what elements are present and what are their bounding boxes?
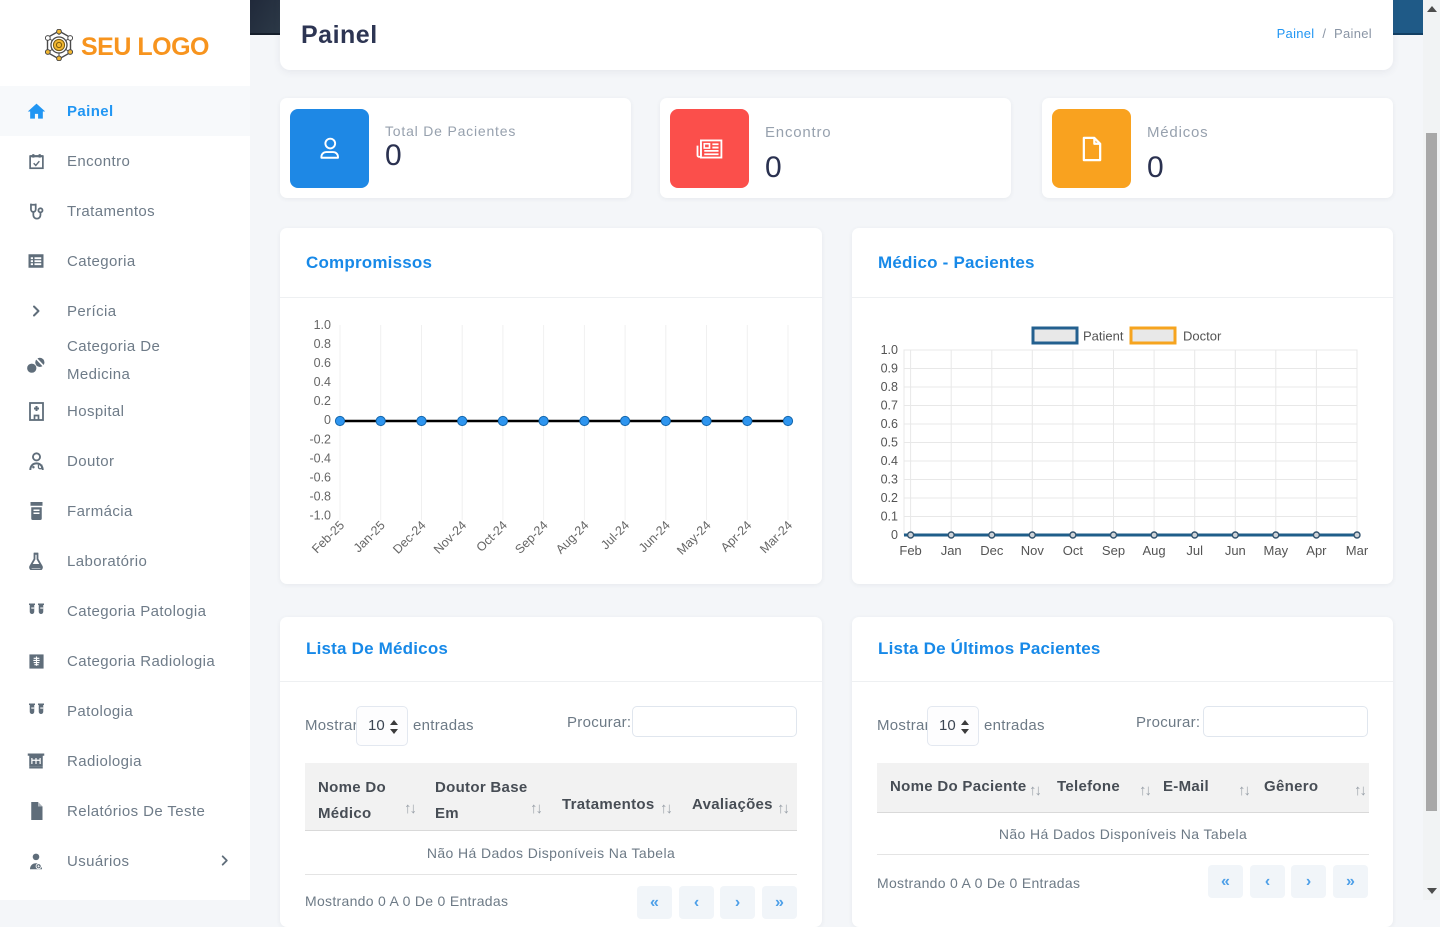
- svg-text:0: 0: [891, 528, 898, 542]
- svg-text:Mar-24: Mar-24: [757, 518, 795, 556]
- svg-text:Apr-24: Apr-24: [718, 518, 754, 554]
- svg-text:0.6: 0.6: [881, 417, 898, 431]
- svg-text:Aug-24: Aug-24: [553, 518, 591, 556]
- svg-text:-0.2: -0.2: [309, 432, 331, 446]
- svg-text:1.0: 1.0: [881, 343, 898, 357]
- svg-text:-1.0: -1.0: [309, 509, 331, 523]
- svg-text:0.4: 0.4: [881, 454, 898, 468]
- svg-text:May: May: [1264, 543, 1289, 558]
- svg-text:Sep: Sep: [1102, 543, 1125, 558]
- svg-text:Feb: Feb: [899, 543, 921, 558]
- svg-text:Sep-24: Sep-24: [512, 518, 550, 556]
- svg-text:Jun: Jun: [1225, 543, 1246, 558]
- svg-text:May-24: May-24: [674, 518, 713, 557]
- svg-text:Oct-24: Oct-24: [474, 518, 510, 554]
- svg-text:Jul-24: Jul-24: [598, 518, 632, 552]
- svg-text:Dec-24: Dec-24: [390, 518, 428, 556]
- svg-text:0.8: 0.8: [314, 337, 331, 351]
- svg-text:0.8: 0.8: [881, 380, 898, 394]
- svg-text:Feb-25: Feb-25: [309, 518, 347, 556]
- svg-text:0.1: 0.1: [881, 510, 898, 524]
- svg-text:Oct: Oct: [1063, 543, 1084, 558]
- svg-text:0.5: 0.5: [881, 436, 898, 450]
- svg-text:Apr: Apr: [1306, 543, 1327, 558]
- svg-text:-0.4: -0.4: [309, 451, 331, 465]
- svg-text:Jul: Jul: [1186, 543, 1203, 558]
- svg-text:Mar: Mar: [1346, 543, 1369, 558]
- svg-text:1.0: 1.0: [314, 318, 331, 332]
- svg-text:0.9: 0.9: [881, 362, 898, 376]
- svg-text:-0.6: -0.6: [309, 470, 331, 484]
- svg-text:Jun-24: Jun-24: [636, 518, 673, 555]
- svg-text:Nov: Nov: [1021, 543, 1045, 558]
- svg-text:Doctor: Doctor: [1183, 329, 1222, 344]
- svg-text:Jan: Jan: [941, 543, 962, 558]
- svg-text:Aug: Aug: [1143, 543, 1166, 558]
- svg-text:0.7: 0.7: [881, 399, 898, 413]
- svg-text:Dec: Dec: [980, 543, 1004, 558]
- svg-text:0.4: 0.4: [314, 375, 331, 389]
- svg-text:0: 0: [324, 413, 331, 427]
- svg-text:Nov-24: Nov-24: [431, 518, 469, 556]
- svg-text:Jan-25: Jan-25: [351, 518, 388, 555]
- svg-text:0.3: 0.3: [881, 473, 898, 487]
- svg-text:0.2: 0.2: [881, 491, 898, 505]
- svg-text:Patient: Patient: [1083, 329, 1124, 344]
- svg-text:0.2: 0.2: [314, 394, 331, 408]
- svg-text:0.6: 0.6: [314, 356, 331, 370]
- svg-text:-0.8: -0.8: [309, 490, 331, 504]
